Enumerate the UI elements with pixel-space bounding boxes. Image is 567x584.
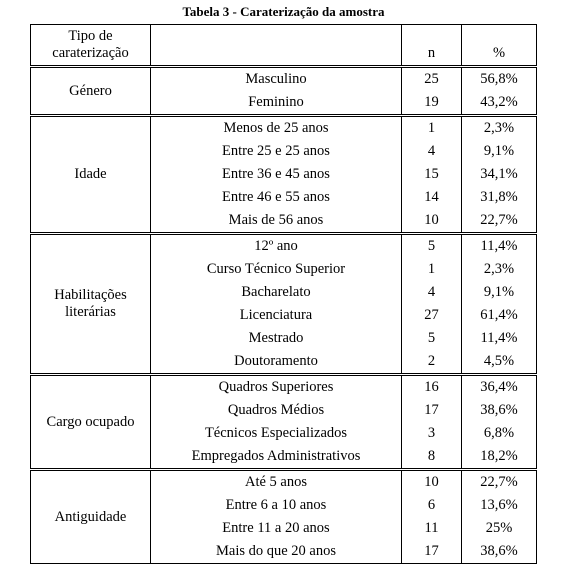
row-n: 1 [402, 116, 462, 141]
row-label: Entre 36 e 45 anos [151, 163, 402, 186]
row-n: 6 [402, 494, 462, 517]
header-type: Tipo decaraterização [31, 25, 151, 67]
row-label: Curso Técnico Superior [151, 258, 402, 281]
row-n: 19 [402, 91, 462, 116]
row-pct: 56,8% [462, 67, 537, 92]
row-label: Entre 11 a 20 anos [151, 517, 402, 540]
row-label: Mais de 56 anos [151, 209, 402, 234]
table-row: IdadeMenos de 25 anos12,3% [31, 116, 537, 141]
row-pct: 61,4% [462, 304, 537, 327]
table-row: GéneroMasculino2556,8% [31, 67, 537, 92]
row-pct: 11,4% [462, 327, 537, 350]
row-pct: 22,7% [462, 470, 537, 495]
table-header-row: Tipo decaraterização n% [31, 25, 537, 67]
row-label: Entre 46 e 55 anos [151, 186, 402, 209]
row-n: 8 [402, 445, 462, 470]
header-empty [151, 25, 402, 67]
row-pct: 9,1% [462, 140, 537, 163]
row-label: Mestrado [151, 327, 402, 350]
row-pct: 38,6% [462, 540, 537, 564]
row-n: 15 [402, 163, 462, 186]
row-label: Entre 6 a 10 anos [151, 494, 402, 517]
row-n: 11 [402, 517, 462, 540]
row-n: 3 [402, 422, 462, 445]
row-n: 14 [402, 186, 462, 209]
row-pct: 13,6% [462, 494, 537, 517]
category-cell: Antiguidade [31, 470, 151, 564]
row-n: 10 [402, 209, 462, 234]
row-label: Técnicos Especializados [151, 422, 402, 445]
row-label: 12º ano [151, 234, 402, 259]
row-label: Empregados Administrativos [151, 445, 402, 470]
row-n: 17 [402, 540, 462, 564]
row-label: Quadros Superiores [151, 375, 402, 400]
row-label: Entre 25 e 25 anos [151, 140, 402, 163]
row-pct: 34,1% [462, 163, 537, 186]
row-pct: 4,5% [462, 350, 537, 375]
row-pct: 9,1% [462, 281, 537, 304]
row-n: 16 [402, 375, 462, 400]
row-n: 5 [402, 327, 462, 350]
row-pct: 36,4% [462, 375, 537, 400]
row-pct: 11,4% [462, 234, 537, 259]
table-row: Habilitaçõesliterárias12º ano511,4% [31, 234, 537, 259]
table-row: AntiguidadeAté 5 anos1022,7% [31, 470, 537, 495]
row-label: Bacharelato [151, 281, 402, 304]
table-row: Cargo ocupadoQuadros Superiores1636,4% [31, 375, 537, 400]
row-label: Licenciatura [151, 304, 402, 327]
row-n: 2 [402, 350, 462, 375]
row-label: Menos de 25 anos [151, 116, 402, 141]
row-label: Feminino [151, 91, 402, 116]
row-n: 4 [402, 140, 462, 163]
row-pct: 38,6% [462, 399, 537, 422]
row-label: Masculino [151, 67, 402, 92]
header-pct: % [462, 25, 537, 67]
row-n: 27 [402, 304, 462, 327]
row-pct: 31,8% [462, 186, 537, 209]
row-n: 5 [402, 234, 462, 259]
row-n: 17 [402, 399, 462, 422]
row-pct: 43,2% [462, 91, 537, 116]
row-label: Mais do que 20 anos [151, 540, 402, 564]
header-n: n [402, 25, 462, 67]
row-n: 4 [402, 281, 462, 304]
category-cell: Idade [31, 116, 151, 234]
row-pct: 22,7% [462, 209, 537, 234]
row-n: 25 [402, 67, 462, 92]
row-label: Até 5 anos [151, 470, 402, 495]
table-caption: Tabela 3 - Caraterização da amostra [30, 4, 537, 20]
row-pct: 6,8% [462, 422, 537, 445]
row-pct: 2,3% [462, 258, 537, 281]
sample-characterization-table: Tipo decaraterizaçãon%GéneroMasculino255… [30, 24, 537, 564]
row-pct: 2,3% [462, 116, 537, 141]
row-n: 10 [402, 470, 462, 495]
row-label: Doutoramento [151, 350, 402, 375]
row-pct: 25% [462, 517, 537, 540]
row-label: Quadros Médios [151, 399, 402, 422]
category-cell: Género [31, 67, 151, 116]
category-cell: Cargo ocupado [31, 375, 151, 470]
row-n: 1 [402, 258, 462, 281]
category-cell: Habilitaçõesliterárias [31, 234, 151, 375]
row-pct: 18,2% [462, 445, 537, 470]
